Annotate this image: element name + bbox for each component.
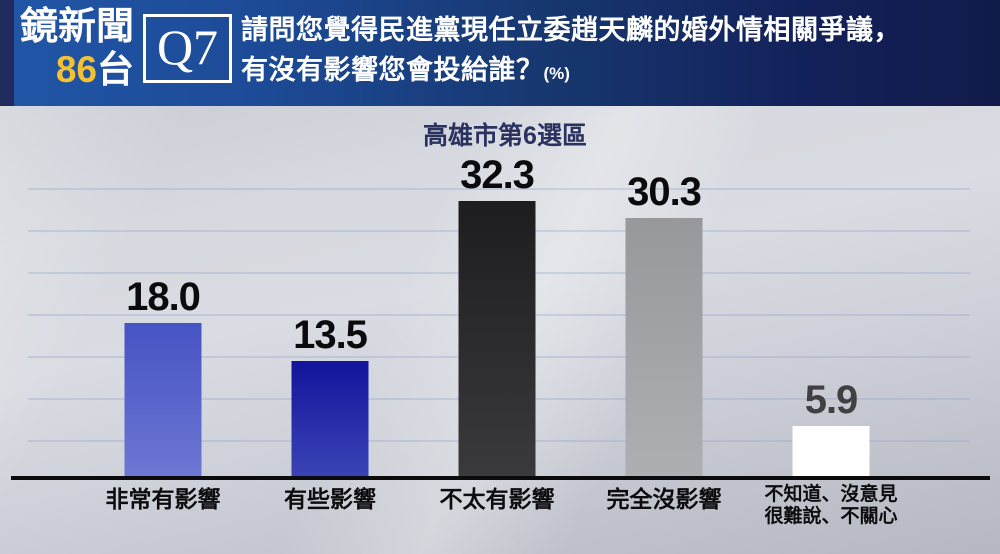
category-label-2: 有些影響: [284, 486, 376, 512]
category-label-5: 不知道、沒意見 很難說、不關心: [764, 484, 897, 528]
category-label-line: 不知道、沒意見: [764, 484, 898, 505]
percent-unit-note: (%): [543, 64, 570, 83]
category-label-line: 不太有影響: [439, 486, 555, 512]
question-text: 請問您覺得民進黨現任立委趙天麟的婚外情相關爭議， 有沒有影響您會投給誰？(%): [241, 10, 996, 93]
category-label-line: 很難說、不關心: [764, 506, 898, 527]
x-axis-baseline: [11, 476, 990, 480]
bar-2: [291, 361, 369, 476]
channel-logo: 鏡新聞 86台: [16, 5, 134, 91]
question-line-1: 請問您覺得民進黨現任立委趙天麟的婚外情相關爭議，: [241, 15, 901, 45]
channel-number: 86: [55, 49, 97, 90]
value-label-2: 13.5: [293, 313, 368, 357]
category-label-3: 不太有影響: [440, 486, 555, 512]
category-label-line: 非常有影響: [105, 486, 221, 512]
question-number-box: Q7: [143, 14, 232, 83]
question-line-2-text: 有沒有影響您會投給誰？: [241, 55, 544, 85]
question-line-2: 有沒有影響您會投給誰？(%): [241, 51, 996, 93]
category-label-1: 非常有影響: [106, 486, 221, 512]
category-label-line: 有些影響: [284, 486, 376, 512]
gridline: [28, 188, 970, 190]
value-label-1: 18.0: [126, 275, 201, 319]
header-accent-strip: [0, 0, 14, 106]
category-label-4: 完全沒影響: [607, 486, 722, 512]
question-number: Q7: [156, 18, 219, 75]
channel-suffix: 台: [97, 49, 134, 90]
bar-1: [124, 323, 202, 476]
header-banner: 鏡新聞 86台 Q7 請問您覺得民進黨現任立委趙天麟的婚外情相關爭議， 有沒有影…: [0, 0, 1000, 106]
chart-title: 高雄市第6選區: [423, 122, 587, 150]
channel-name: 鏡新聞: [19, 6, 134, 48]
value-label-4: 30.3: [627, 170, 702, 214]
bar-3: [458, 201, 536, 476]
category-label-line: 完全沒影響: [606, 486, 722, 512]
value-label-3: 32.3: [460, 153, 535, 197]
bar-5: [792, 426, 870, 476]
bar-chart: 高雄市第6選區 18.0 非常有影響 13.5 有些影響 32.3 不太有影響 30.3 完全…: [0, 106, 1000, 554]
channel-number-line: 86台: [16, 49, 134, 91]
value-label-5: 5.9: [804, 378, 859, 422]
bar-4: [625, 218, 703, 476]
